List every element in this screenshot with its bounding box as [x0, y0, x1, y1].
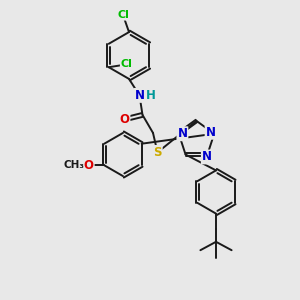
- Text: N: N: [177, 127, 188, 140]
- Text: S: S: [153, 146, 162, 159]
- Text: O: O: [119, 113, 130, 126]
- Text: N: N: [134, 89, 145, 102]
- Text: CH₃: CH₃: [64, 160, 85, 170]
- Text: H: H: [146, 89, 156, 102]
- Text: N: N: [206, 126, 216, 139]
- Text: Cl: Cl: [117, 10, 129, 20]
- Text: Cl: Cl: [121, 59, 133, 69]
- Text: O: O: [84, 159, 94, 172]
- Text: N: N: [202, 150, 212, 164]
